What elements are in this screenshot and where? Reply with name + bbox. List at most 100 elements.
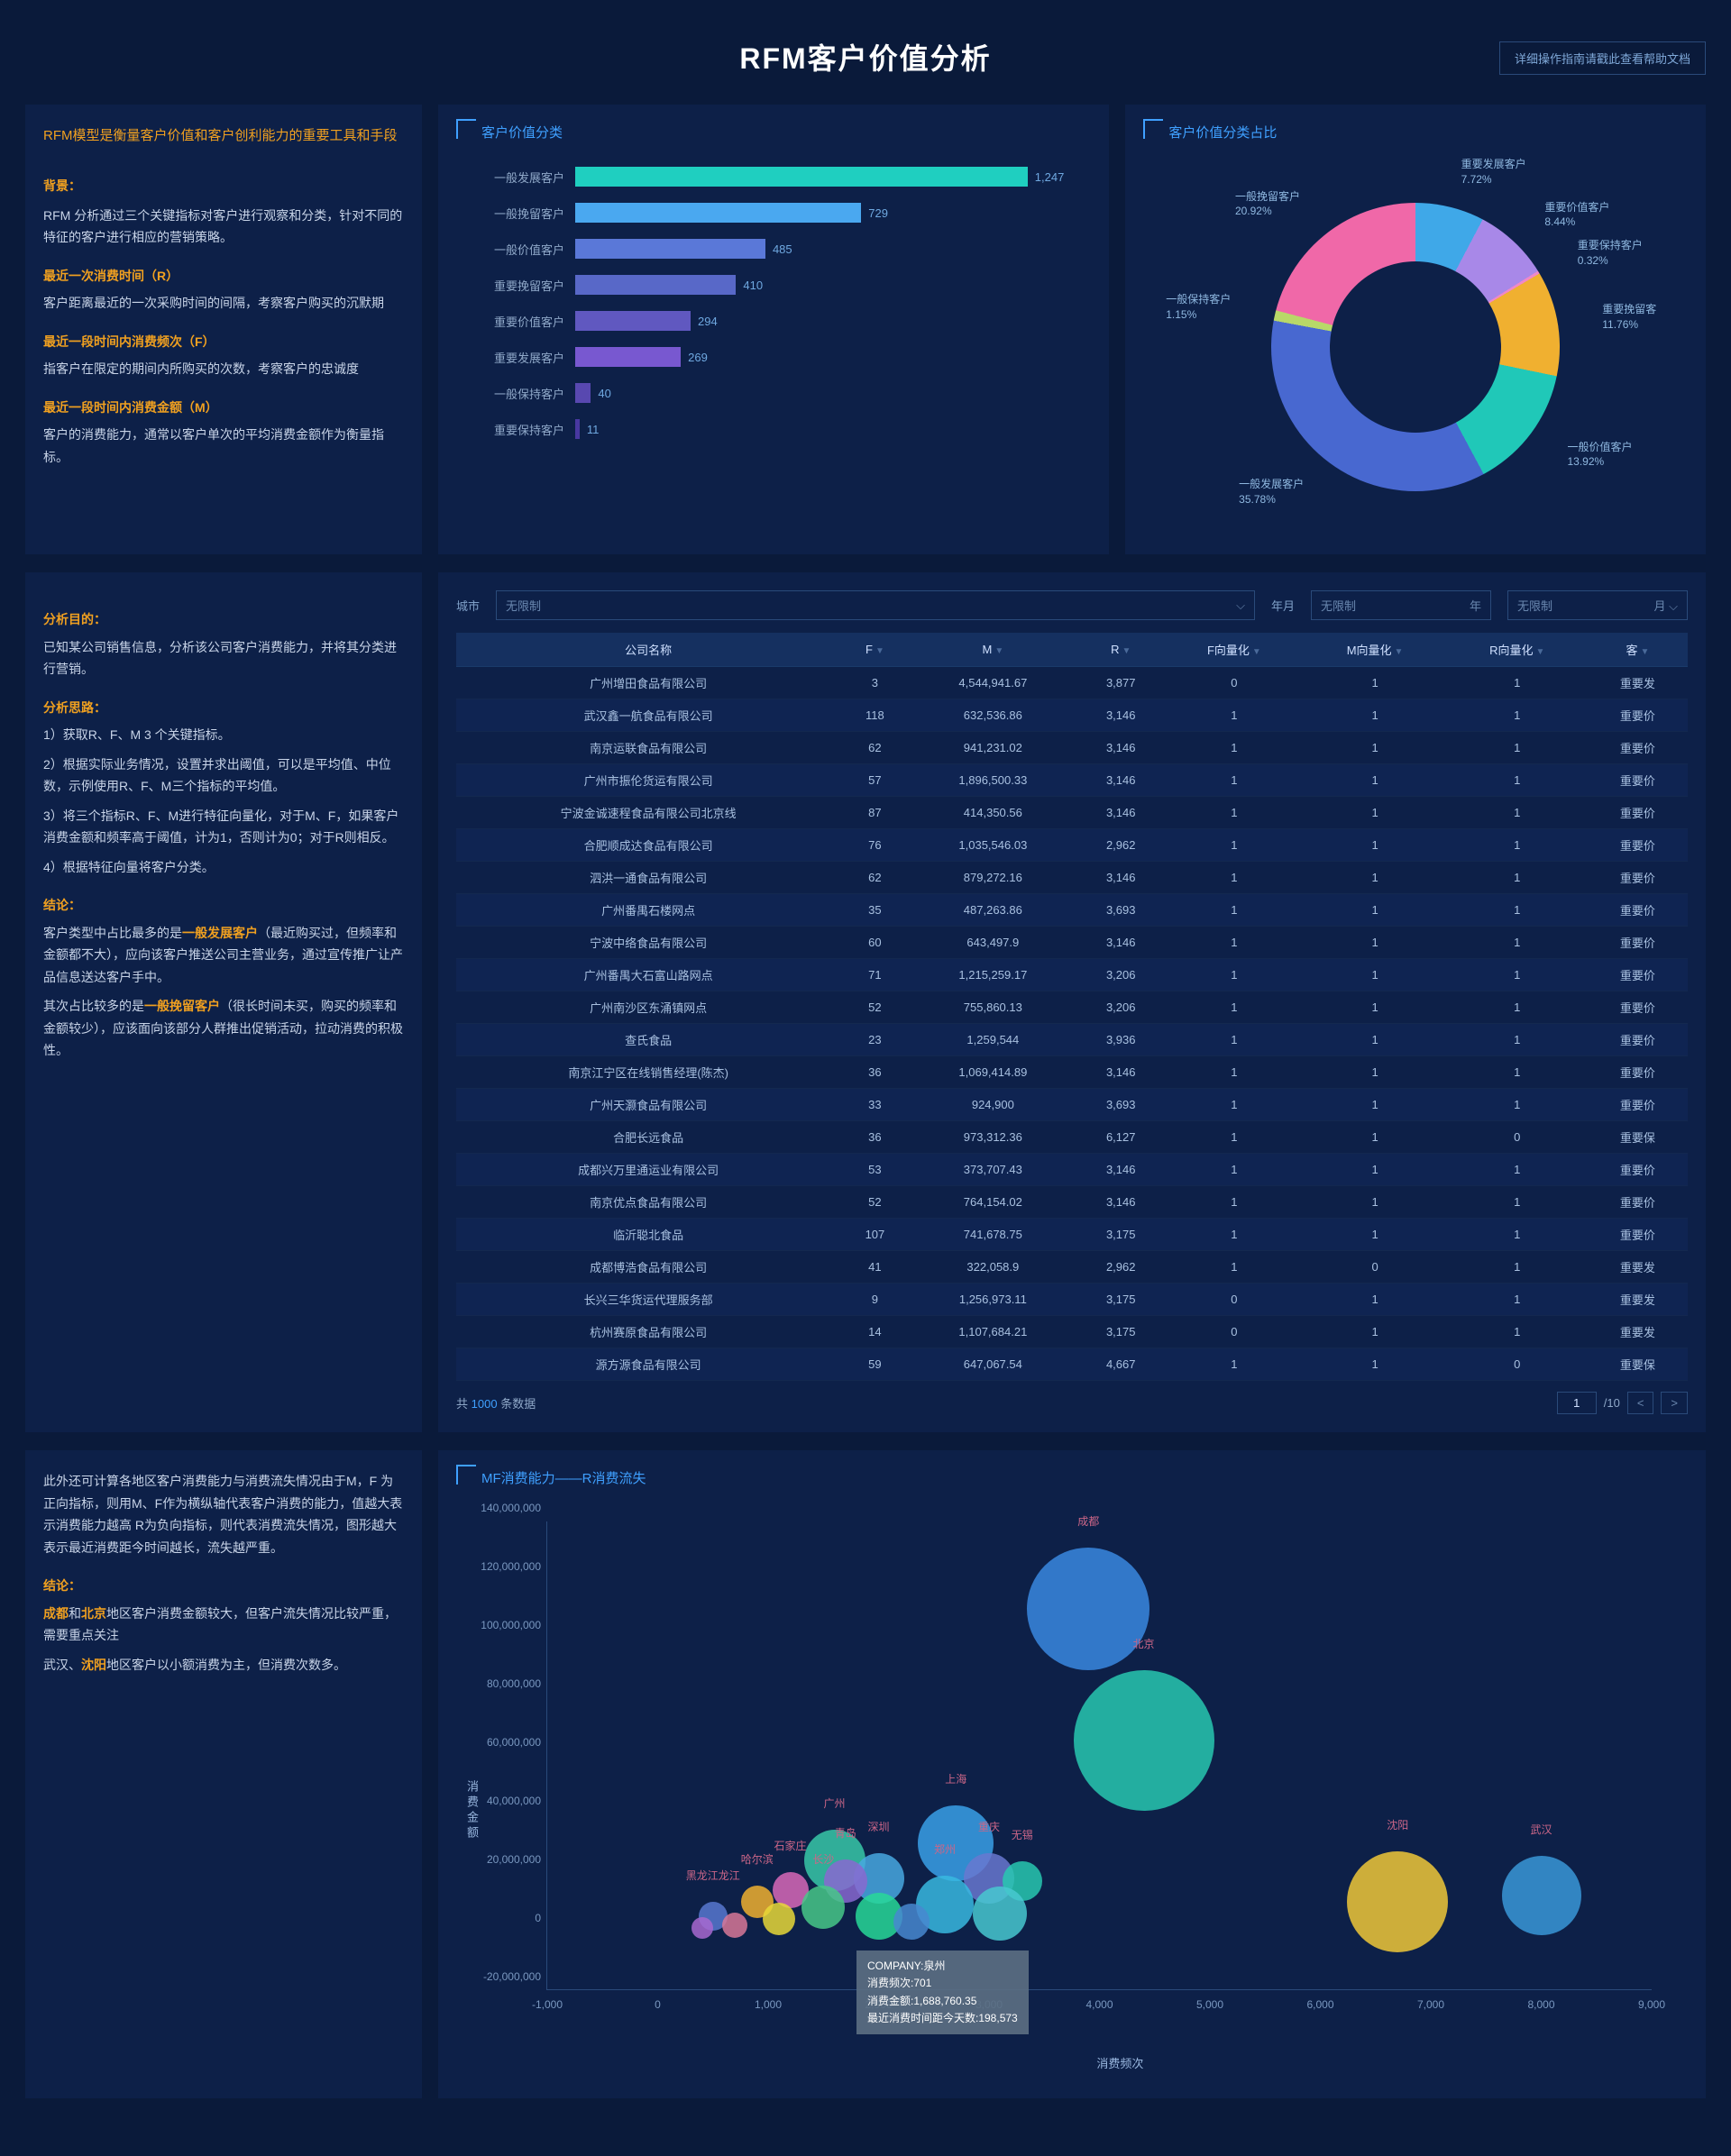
table-header[interactable]: F▼ bbox=[840, 633, 909, 667]
scatter-y-title: 消费金额 bbox=[463, 1780, 481, 1841]
table-row[interactable]: 查氏食品231,259,5443,936111重要价 bbox=[456, 1024, 1688, 1056]
table-row[interactable]: 源方源食品有限公司59647,067.544,667110重要保 bbox=[456, 1348, 1688, 1381]
sidebar-analysis: 分析目的： 已知某公司销售信息，分析该公司客户消费能力，并将其分类进行营销。 分… bbox=[25, 572, 422, 1432]
x-tick: 0 bbox=[655, 1998, 661, 2011]
y-tick: 60,000,000 bbox=[462, 1736, 541, 1749]
panel-bar-chart: 客户价值分类 一般发展客户1,247一般挽留客户729一般价值客户485重要挽留… bbox=[438, 105, 1109, 554]
pager-page-input[interactable] bbox=[1557, 1392, 1597, 1414]
bar-row: 重要保持客户11 bbox=[456, 419, 1064, 439]
scatter-bubble[interactable] bbox=[763, 1903, 795, 1935]
table-row[interactable]: 成都博浩食品有限公司41322,058.92,962101重要发 bbox=[456, 1251, 1688, 1284]
table-header[interactable]: 公司名称 bbox=[456, 633, 840, 667]
filter-year-select[interactable]: 无限制年 bbox=[1311, 590, 1491, 620]
table-row[interactable]: 长兴三华货运代理服务部91,256,973.113,175011重要发 bbox=[456, 1284, 1688, 1316]
sidebar-scatter-notes: 此外还可计算各地区客户消费能力与消费流失情况由于M，F 为正向指标，则用M、F作… bbox=[25, 1450, 422, 2098]
x-tick: 9,000 bbox=[1638, 1998, 1665, 2011]
y-tick: 0 bbox=[462, 1912, 541, 1924]
x-tick: 1,000 bbox=[755, 1998, 782, 2011]
table-row[interactable]: 成都兴万里通运业有限公司53373,707.433,146111重要价 bbox=[456, 1154, 1688, 1186]
y-tick: 40,000,000 bbox=[462, 1795, 541, 1807]
panel-scatter: MF消费能力——R消费流失 消费金额 -20,000,000020,000,00… bbox=[438, 1450, 1706, 2098]
bubble-label: 重庆 bbox=[978, 1819, 1000, 1834]
bubble-label: 广州 bbox=[823, 1795, 845, 1811]
table-row[interactable]: 广州番禺大石富山路网点711,215,259.173,206111重要价 bbox=[456, 959, 1688, 991]
y-tick: 80,000,000 bbox=[462, 1677, 541, 1690]
table-row[interactable]: 南京优点食品有限公司52764,154.023,146111重要价 bbox=[456, 1186, 1688, 1219]
bubble-label: 沈阳 bbox=[1387, 1817, 1408, 1832]
table-row[interactable]: 合肥顺成达食品有限公司761,035,546.032,962111重要价 bbox=[456, 829, 1688, 862]
table-header[interactable]: R向量化▼ bbox=[1447, 633, 1588, 667]
table-header[interactable]: M向量化▼ bbox=[1304, 633, 1447, 667]
table-row[interactable]: 南京运联食品有限公司62941,231.023,146111重要价 bbox=[456, 732, 1688, 764]
bar-row: 重要发展客户269 bbox=[456, 347, 1064, 367]
table-row[interactable]: 南京江宁区在线销售经理(陈杰)361,069,414.893,146111重要价 bbox=[456, 1056, 1688, 1089]
y-tick: 140,000,000 bbox=[462, 1502, 541, 1514]
table-row[interactable]: 临沂聪北食品107741,678.753,175111重要价 bbox=[456, 1219, 1688, 1251]
bubble-label: 青岛 bbox=[835, 1825, 856, 1841]
bubble-label: 成都 bbox=[1077, 1513, 1099, 1529]
pager-pages: /10 bbox=[1604, 1396, 1620, 1410]
scatter-bubble[interactable] bbox=[1074, 1670, 1214, 1811]
data-table: 公司名称F▼M▼R▼F向量化▼M向量化▼R向量化▼客▼ 广州增田食品有限公司34… bbox=[456, 633, 1688, 1381]
table-row[interactable]: 广州番禺石楼网点35487,263.863,693111重要价 bbox=[456, 894, 1688, 927]
x-tick: 6,000 bbox=[1306, 1998, 1333, 2011]
bar-row: 一般发展客户1,247 bbox=[456, 167, 1064, 187]
pager-next-button[interactable]: > bbox=[1661, 1392, 1688, 1414]
table-row[interactable]: 广州南沙区东涌镇网点52755,860.133,206111重要价 bbox=[456, 991, 1688, 1024]
table-row[interactable]: 杭州赛原食品有限公司141,107,684.213,175011重要发 bbox=[456, 1316, 1688, 1348]
table-header[interactable]: R▼ bbox=[1076, 633, 1165, 667]
table-row[interactable]: 广州增田食品有限公司34,544,941.673,877011重要发 bbox=[456, 667, 1688, 699]
x-tick: 7,000 bbox=[1417, 1998, 1444, 2011]
donut-slice-label: 重要保持客户0.32% bbox=[1578, 238, 1643, 269]
filter-ym-label: 年月 bbox=[1271, 597, 1295, 614]
bubble-label: 北京 bbox=[1132, 1636, 1154, 1651]
filter-city-label: 城市 bbox=[456, 597, 480, 614]
scatter-bubble[interactable] bbox=[1502, 1856, 1581, 1935]
help-link[interactable]: 详细操作指南请戳此查看帮助文档 bbox=[1499, 41, 1706, 75]
filter-month-select[interactable]: 无限制月 ⌵ bbox=[1507, 590, 1688, 620]
donut-slice-label: 重要价值客户8.44% bbox=[1544, 200, 1609, 231]
scatter-bubble[interactable] bbox=[722, 1913, 747, 1938]
table-row[interactable]: 武汉鑫一航食品有限公司118632,536.863,146111重要价 bbox=[456, 699, 1688, 732]
bubble-label: 郑州 bbox=[934, 1841, 956, 1857]
bubble-label: 上海 bbox=[945, 1771, 966, 1786]
table-row[interactable]: 泗洪一通食品有限公司62879,272.163,146111重要价 bbox=[456, 862, 1688, 894]
pager-prev-button[interactable]: < bbox=[1627, 1392, 1654, 1414]
scatter-bubble[interactable] bbox=[801, 1886, 845, 1929]
table-row[interactable]: 广州天灏食品有限公司33924,9003,693111重要价 bbox=[456, 1089, 1688, 1121]
donut-slice-label: 一般价值客户13.92% bbox=[1567, 440, 1632, 470]
bar-row: 重要价值客户294 bbox=[456, 311, 1064, 331]
x-tick: 4,000 bbox=[1085, 1998, 1113, 2011]
donut-slice-label: 一般保持客户1.15% bbox=[1166, 292, 1231, 323]
x-tick: -1,000 bbox=[532, 1998, 563, 2011]
donut-slice-label: 一般挽留客户20.92% bbox=[1235, 189, 1300, 220]
bubble-label: 哈尔滨 bbox=[741, 1851, 774, 1867]
bar-row: 一般挽留客户729 bbox=[456, 203, 1064, 223]
table-row[interactable]: 宁波金诚速程食品有限公司北京线87414,350.563,146111重要价 bbox=[456, 797, 1688, 829]
y-tick: 20,000,000 bbox=[462, 1853, 541, 1866]
x-tick: 8,000 bbox=[1527, 1998, 1554, 2011]
scatter-bubble[interactable] bbox=[1027, 1548, 1149, 1670]
panel-table: 城市 无限制⌵ 年月 无限制年 无限制月 ⌵ 公司名称F▼M▼R▼F向量化▼M向… bbox=[438, 572, 1706, 1432]
bubble-label: 武汉 bbox=[1530, 1822, 1552, 1837]
bubble-label: 深圳 bbox=[867, 1819, 889, 1834]
table-row[interactable]: 合肥长远食品36973,312.366,127110重要保 bbox=[456, 1121, 1688, 1154]
table-row[interactable]: 广州市振伦货运有限公司571,896,500.333,146111重要价 bbox=[456, 764, 1688, 797]
chevron-down-icon: ⌵ bbox=[1236, 598, 1245, 613]
scatter-bubble[interactable] bbox=[973, 1886, 1027, 1941]
scatter-bubble[interactable] bbox=[691, 1917, 713, 1939]
y-tick: 100,000,000 bbox=[462, 1619, 541, 1631]
table-header[interactable]: F向量化▼ bbox=[1165, 633, 1303, 667]
bubble-label: 无锡 bbox=[1012, 1827, 1033, 1842]
donut-slice-label: 一般发展客户35.78% bbox=[1239, 478, 1304, 508]
scatter-bubble[interactable] bbox=[1347, 1851, 1448, 1952]
filter-city-select[interactable]: 无限制⌵ bbox=[496, 590, 1255, 620]
scatter-bubble[interactable] bbox=[893, 1904, 930, 1940]
table-row[interactable]: 宁波中络食品有限公司60643,497.93,146111重要价 bbox=[456, 927, 1688, 959]
bubble-label: 长沙 bbox=[812, 1851, 834, 1867]
bar-row: 一般价值客户485 bbox=[456, 239, 1064, 259]
table-header[interactable]: M▼ bbox=[910, 633, 1077, 667]
donut-title: 客户价值分类占比 bbox=[1143, 123, 1688, 142]
table-header[interactable]: 客▼ bbox=[1588, 633, 1688, 667]
y-tick: 120,000,000 bbox=[462, 1560, 541, 1573]
